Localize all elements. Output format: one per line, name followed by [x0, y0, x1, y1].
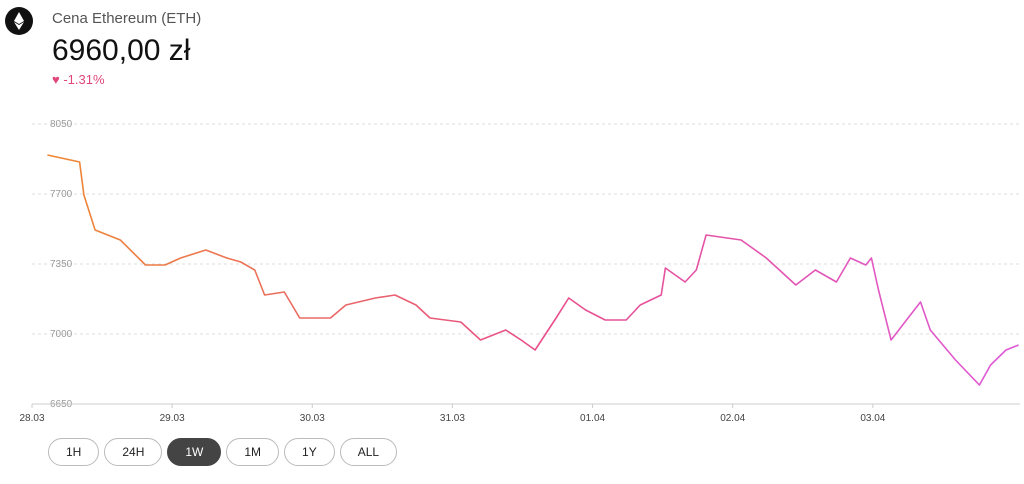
x-tick-label: 01.04 — [580, 413, 605, 424]
range-selector: 1H 24H 1W 1M 1Y ALL — [48, 438, 398, 466]
y-tick-label: 7350 — [50, 259, 73, 270]
range-button[interactable]: 1W — [167, 438, 222, 466]
x-tick-label: 03.04 — [860, 413, 885, 424]
price: 6960,00 zł — [52, 34, 191, 67]
eth-icon — [5, 7, 33, 35]
range-button[interactable]: 1M — [226, 438, 280, 466]
x-tick-label: 02.04 — [720, 413, 745, 424]
y-tick-label: 8050 — [50, 119, 73, 130]
range-button[interactable]: 1Y — [284, 438, 335, 466]
change: ♥ -1.31% — [52, 72, 105, 87]
x-tick-label: 28.03 — [19, 413, 44, 424]
y-tick-label: 7700 — [50, 189, 73, 200]
y-tick-label: 7000 — [50, 329, 73, 340]
range-button[interactable]: ALL — [339, 438, 398, 466]
x-tick-label: 30.03 — [300, 413, 325, 424]
range-button[interactable]: 24H — [104, 438, 163, 466]
x-tick-label: 29.03 — [160, 413, 185, 424]
change-value: -1.31% — [63, 72, 105, 87]
price-line — [47, 154, 1019, 386]
range-button[interactable]: 1H — [48, 438, 100, 466]
x-tick-label: 31.03 — [440, 413, 465, 424]
title: Cena Ethereum (ETH) — [52, 10, 202, 27]
